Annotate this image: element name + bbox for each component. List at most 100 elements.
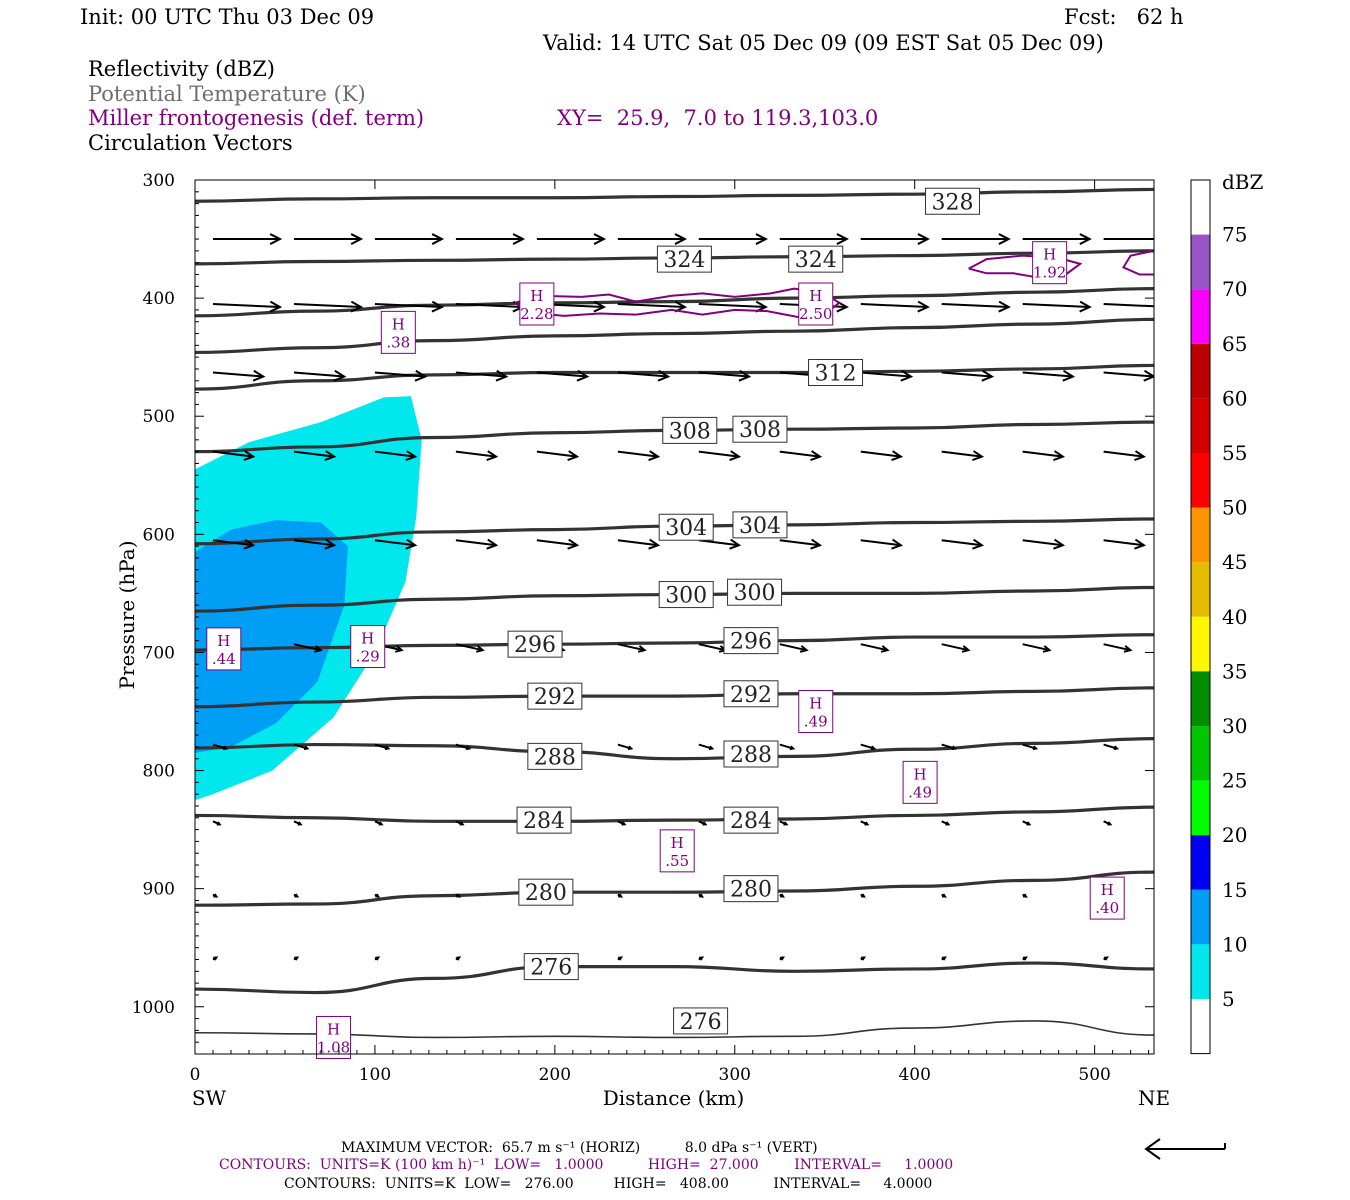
- circulation-vector: [698, 956, 705, 961]
- theta-label: 296: [507, 630, 563, 658]
- frontogenesis-contour: [1121, 249, 1154, 276]
- theta-label-text: 284: [523, 809, 565, 834]
- circulation-vector: [860, 369, 914, 382]
- circulation-vector: [293, 643, 323, 653]
- circulation-vector: [455, 893, 462, 898]
- circulation-vector: [536, 538, 580, 550]
- colorbar-level-label: 50: [1222, 496, 1247, 520]
- circulation-vector: [698, 233, 768, 245]
- high-value: 2.50: [799, 305, 832, 323]
- circulation-vector: [860, 643, 890, 653]
- theta-label: 304: [732, 511, 788, 539]
- circulation-vector: [374, 538, 418, 550]
- circulation-vector: [941, 450, 985, 462]
- reference-vector-arrow: [1144, 1138, 1226, 1160]
- circulation-vector: [1022, 300, 1092, 313]
- circulation-vector: [941, 538, 985, 550]
- theta-label: 284: [516, 806, 572, 834]
- init-time: Init: 00 UTC Thu 03 Dec 09: [80, 5, 375, 29]
- circulation-vector: [293, 743, 310, 751]
- theta-label-text: 284: [730, 809, 772, 834]
- circulation-vector: [374, 300, 445, 313]
- circulation-vector: [455, 233, 526, 245]
- circulation-vector: [941, 369, 995, 382]
- valid-time: Valid: 14 UTC Sat 05 Dec 09 (09 EST Sat …: [543, 31, 1104, 55]
- theta-contour-12: [195, 870, 1154, 907]
- x-tick-label: 200: [539, 1065, 571, 1085]
- x-tick-label: 0: [190, 1065, 201, 1085]
- high-value: .29: [356, 648, 380, 666]
- theta-label: 288: [723, 740, 779, 768]
- x-tick-label: 100: [359, 1065, 391, 1085]
- y-tick-label: 300: [143, 171, 175, 191]
- colorbar-segment: [1191, 398, 1210, 453]
- theta-label: 276: [673, 1007, 729, 1035]
- circulation-vector: [1022, 643, 1052, 653]
- field-vectors: Circulation Vectors: [88, 131, 293, 155]
- circulation-vector: [941, 233, 1011, 245]
- circulation-vector: [941, 743, 958, 751]
- frontogenesis-high: H.40: [1089, 876, 1125, 920]
- colorbar-segment: [1191, 343, 1210, 399]
- theta-label-text: 280: [525, 881, 567, 906]
- circulation-vector: [779, 956, 785, 961]
- colorbar-segment: [1191, 726, 1210, 781]
- colorbar-level-label: 60: [1222, 386, 1247, 410]
- circulation-vector: [617, 956, 624, 961]
- circulation-vector: [293, 956, 300, 961]
- field-frontogenesis: Miller frontogenesis (def. term): [88, 106, 425, 130]
- y-tick-label: 800: [143, 762, 175, 782]
- colorbar-segment: [1191, 780, 1210, 836]
- frontogenesis-high: H.49: [798, 689, 834, 733]
- theta-contour-13: [195, 961, 1154, 995]
- circulation-vector: [536, 233, 607, 245]
- theta-contour-0: [195, 187, 1154, 203]
- circulation-vector: [374, 893, 381, 898]
- theta-label: 304: [658, 513, 714, 541]
- circulation-vector: [536, 450, 580, 462]
- frontogenesis-high: H2.50: [798, 282, 834, 326]
- sw-label: SW: [192, 1086, 227, 1110]
- circulation-vector: [293, 300, 364, 313]
- theta-label-text: 288: [534, 745, 576, 770]
- circulation-vector: [212, 233, 283, 245]
- theta-label-text: 324: [663, 248, 705, 273]
- frontogenesis-contour-caption: CONTOURS: UNITS=K (100 km h)⁻¹ LOW= 1.00…: [219, 1157, 954, 1173]
- y-tick-label: 1000: [132, 998, 175, 1018]
- high-marker: H: [327, 1020, 340, 1038]
- colorbar-level-label: 45: [1222, 550, 1247, 574]
- colorbar-segment: [1191, 180, 1210, 235]
- circulation-vector: [212, 893, 219, 898]
- forecast-hour: Fcst: 62 h: [1064, 5, 1184, 29]
- circulation-vector: [293, 538, 337, 550]
- circulation-vector: [617, 450, 661, 462]
- circulation-vector: [698, 450, 742, 462]
- theta-label-text: 328: [931, 190, 973, 215]
- circulation-vector: [1022, 820, 1032, 826]
- y-tick-label: 500: [143, 407, 175, 427]
- circulation-vector: [293, 369, 347, 382]
- circulation-vector: [698, 369, 752, 382]
- theta-label-text: 312: [815, 362, 857, 387]
- colorbar-frame: [1190, 179, 1211, 1055]
- high-marker: H: [361, 630, 374, 648]
- circulation-vector: [1103, 238, 1154, 241]
- circulation-vector: [1103, 820, 1113, 826]
- theta-contour-14: [195, 1020, 1154, 1039]
- circulation-vector: [1022, 369, 1076, 382]
- circulation-vector: [293, 233, 364, 245]
- theta-label: 300: [658, 581, 714, 609]
- colorbar-level-label: 5: [1222, 987, 1235, 1011]
- high-marker: H: [671, 834, 684, 852]
- circulation-vector: [212, 300, 283, 313]
- theta-label: 324: [656, 245, 712, 273]
- theta-label: 280: [723, 875, 779, 903]
- circulation-vector: [1022, 956, 1028, 961]
- colorbar-level-label: 40: [1222, 605, 1247, 629]
- theta-label: 312: [808, 359, 864, 387]
- circulation-vector: [374, 233, 445, 245]
- circulation-vector: [860, 820, 870, 826]
- circulation-vector: [455, 743, 472, 751]
- circulation-vector: [455, 643, 485, 653]
